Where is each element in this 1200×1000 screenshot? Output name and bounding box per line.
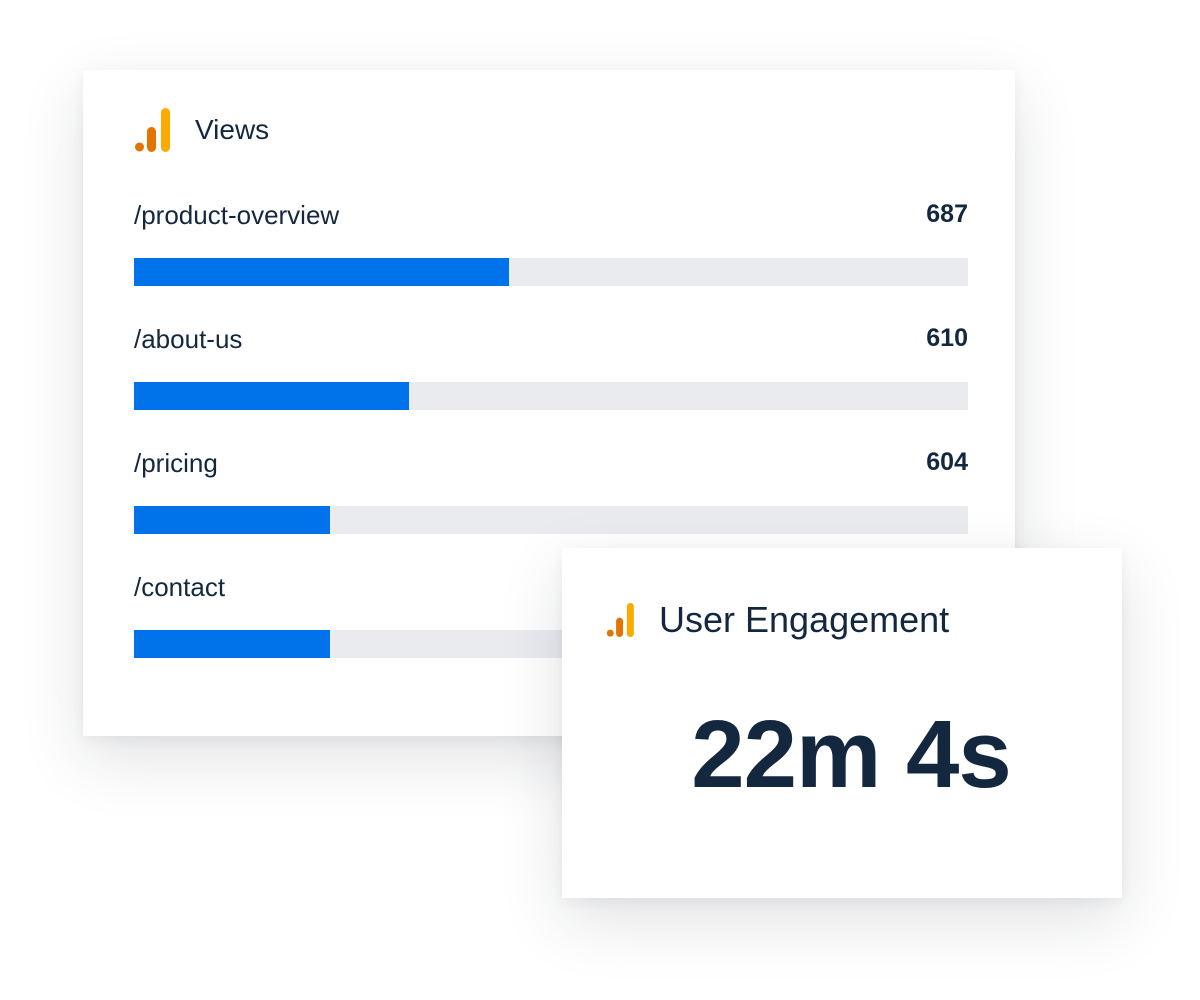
progress-bar-fill bbox=[134, 382, 410, 410]
progress-bar-track bbox=[134, 382, 968, 410]
user-engagement-card: User Engagement 22m 4s bbox=[562, 548, 1122, 898]
page-path-label: /contact bbox=[134, 572, 226, 602]
progress-bar-fill bbox=[134, 506, 330, 534]
page-view-count: 610 bbox=[926, 324, 968, 352]
progress-bar-track bbox=[134, 258, 968, 286]
page-view-count: 604 bbox=[926, 448, 968, 476]
views-card-header: Views bbox=[135, 108, 269, 152]
list-item: /about-us 610 bbox=[134, 320, 968, 444]
list-item: /product-overview 687 bbox=[134, 196, 968, 320]
progress-bar-track bbox=[134, 506, 968, 534]
list-item: /pricing 604 bbox=[134, 444, 968, 568]
page-view-count: 687 bbox=[926, 200, 968, 228]
views-card: Views /product-overview 687 /about-us 61… bbox=[83, 70, 1015, 736]
views-card-title: Views bbox=[195, 114, 270, 145]
page-path-label: /pricing bbox=[134, 448, 218, 478]
user-engagement-value: 22m 4s bbox=[691, 701, 1012, 808]
user-engagement-header: User Engagement bbox=[606, 598, 949, 642]
progress-bar-fill bbox=[134, 258, 510, 286]
user-engagement-title: User Engagement bbox=[659, 599, 950, 640]
page-path-label: /about-us bbox=[134, 324, 243, 354]
analytics-bars-icon bbox=[135, 108, 170, 152]
progress-bar-fill bbox=[134, 630, 330, 658]
analytics-bars-icon bbox=[606, 603, 634, 637]
page-path-label: /product-overview bbox=[134, 200, 340, 230]
views-list: /product-overview 687 /about-us 610 /pri… bbox=[134, 196, 968, 692]
